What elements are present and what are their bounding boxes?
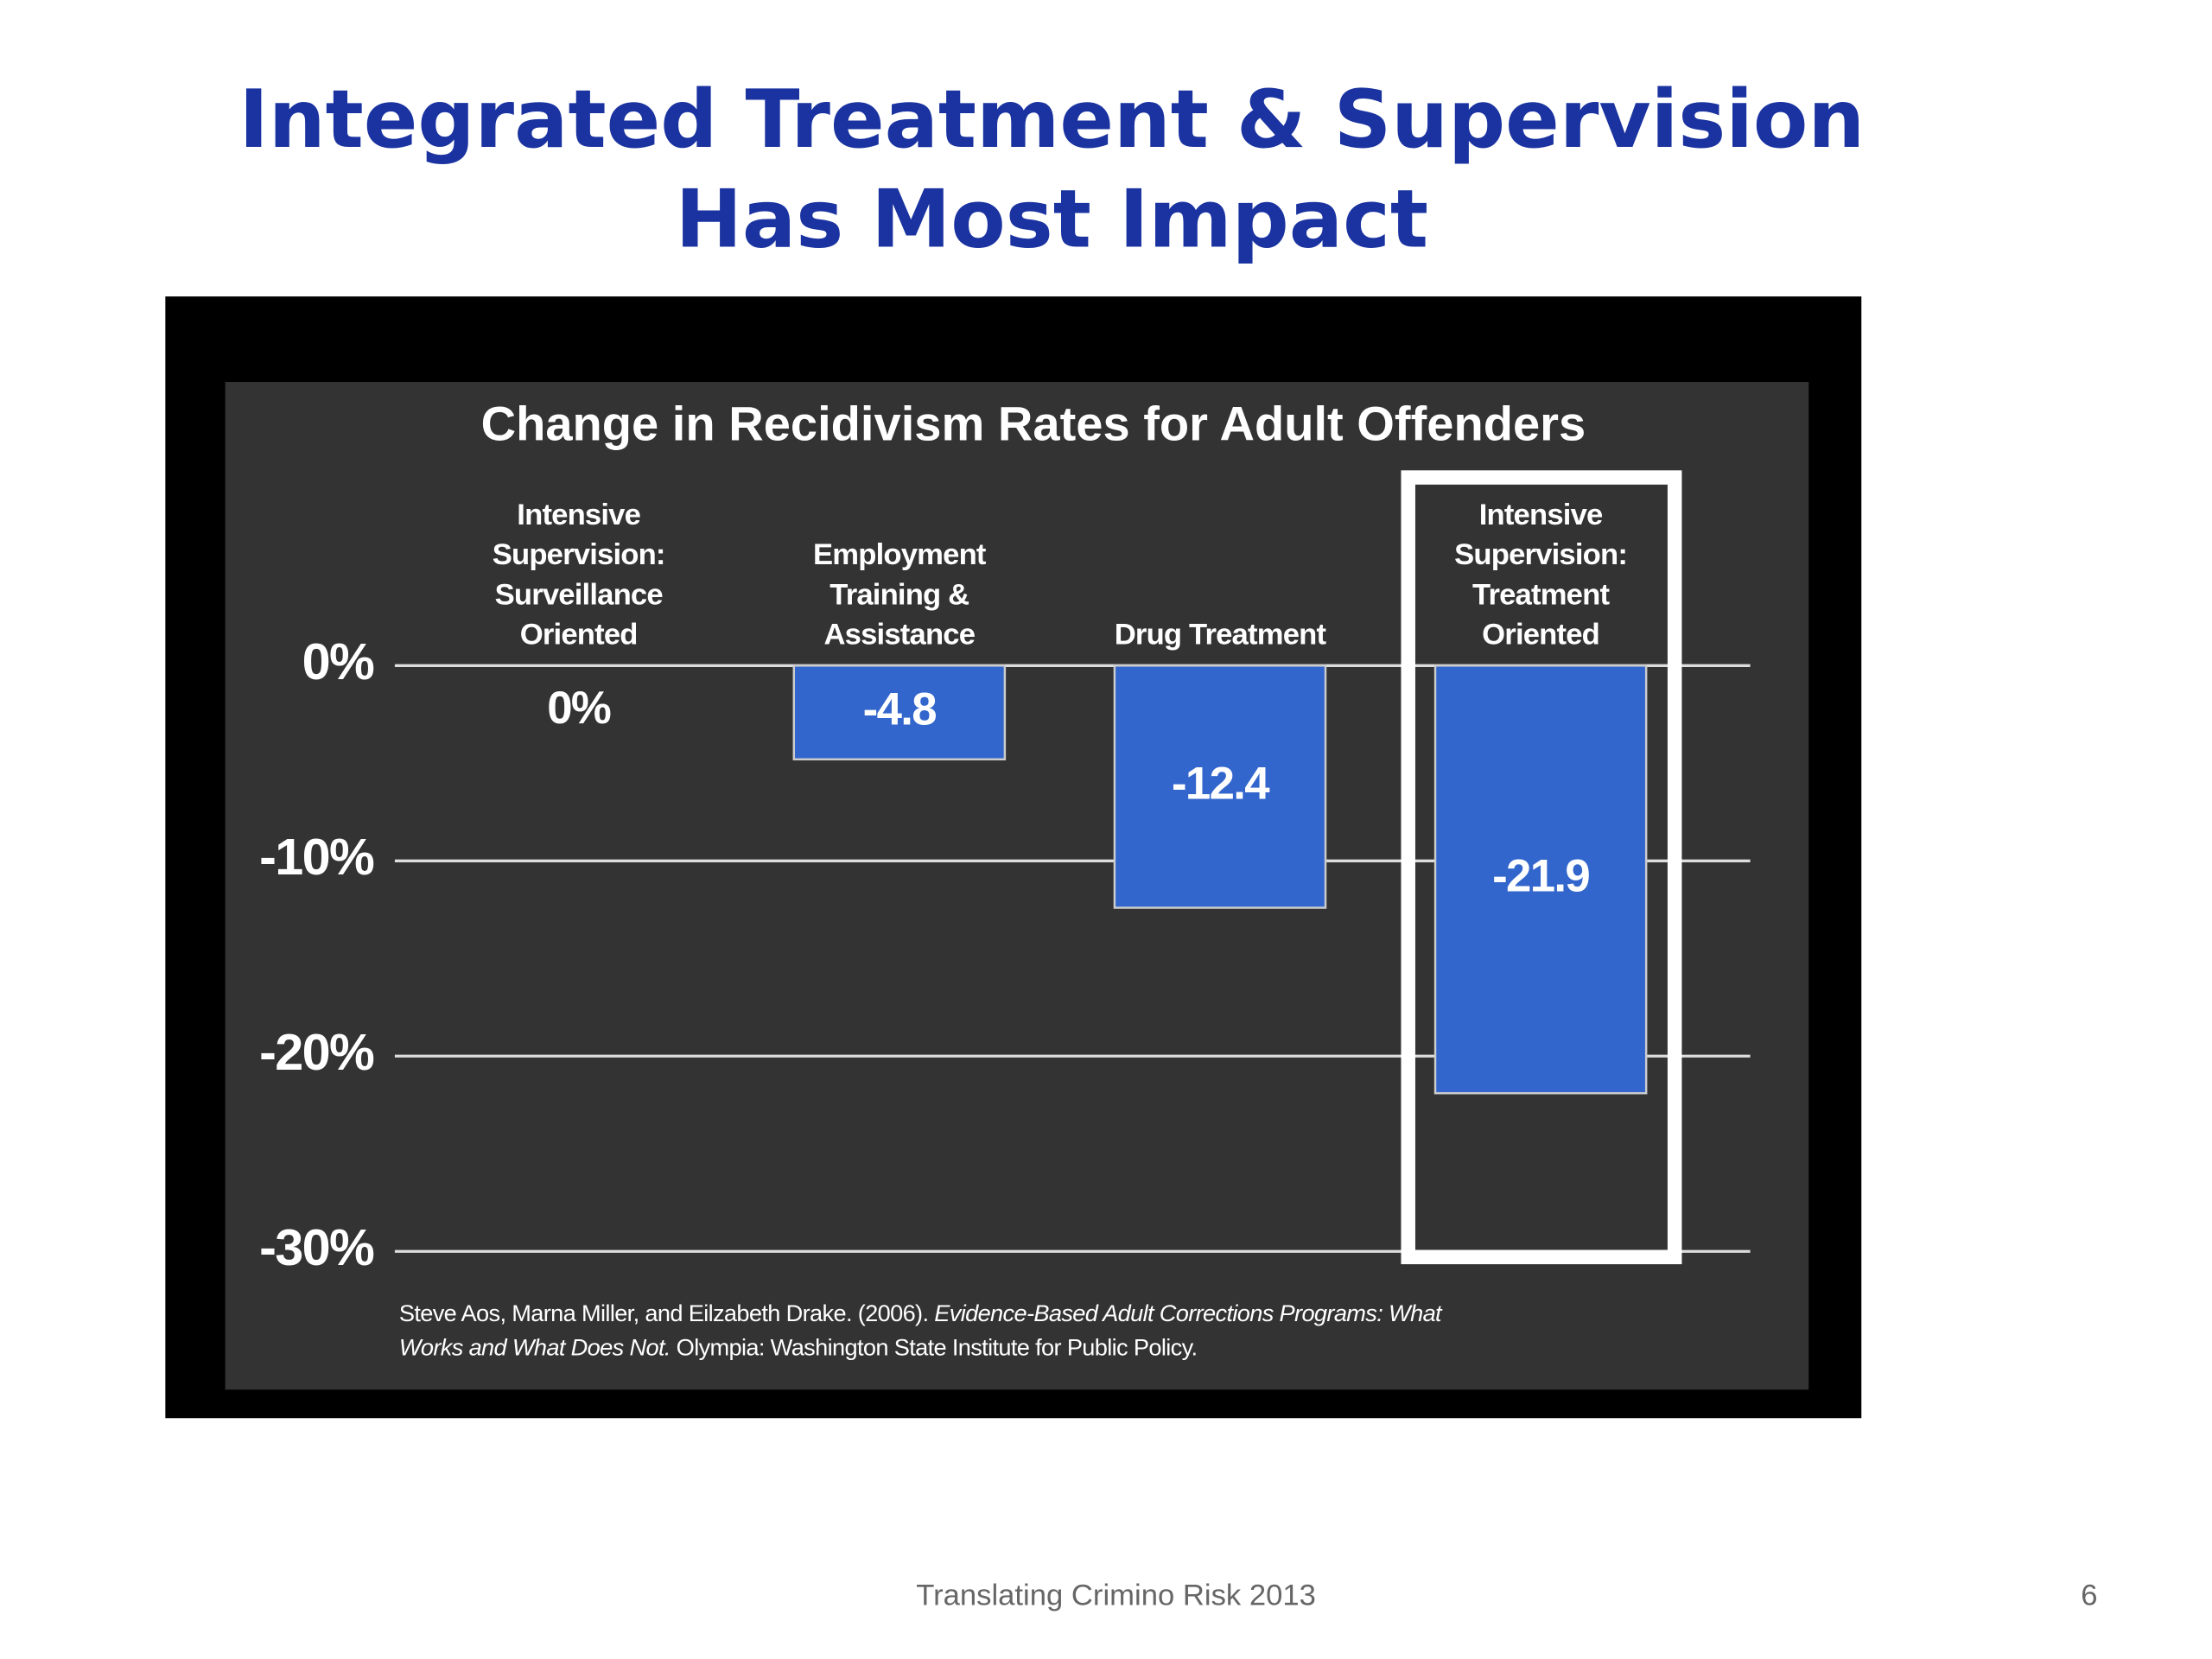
footer-text: Translating Crimino Risk 2013 bbox=[916, 1579, 1316, 1612]
slide-title: Has Most Impact bbox=[675, 174, 1429, 267]
source-text: Evidence-Based Adult Corrections Program… bbox=[398, 1300, 1442, 1362]
marks: 0% -10% -20% -30% 0% -4.8 -12.4 -21.9 bbox=[259, 632, 1751, 1276]
value-label: -21.9 bbox=[1492, 851, 1589, 902]
value-label: -4.8 bbox=[863, 683, 937, 734]
x-tick-label: Employment Training & Assistance bbox=[813, 538, 986, 652]
y-tick-label: -10% bbox=[259, 828, 374, 886]
x-tick-label: Drug Treatment bbox=[1114, 618, 1326, 652]
y-tick-label: -20% bbox=[259, 1023, 374, 1081]
bar bbox=[1433, 664, 1648, 1095]
bar bbox=[792, 664, 1007, 761]
source-text: Steve Aos, Marna Miller, and Eilzabeth D… bbox=[398, 1300, 935, 1327]
y-tick-label: 0% bbox=[302, 632, 374, 690]
value-label: 0% bbox=[547, 683, 611, 734]
x-tick-label: Intensive Supervision: Surveillance Orie… bbox=[492, 499, 666, 652]
x-tick-label: Intensive Supervision: Treatment Oriente… bbox=[1454, 499, 1628, 652]
y-tick-label: -30% bbox=[259, 1218, 374, 1276]
slide-title: Integrated Treatment & Supervision bbox=[238, 73, 1866, 167]
bar bbox=[1113, 664, 1327, 909]
value-label: -12.4 bbox=[1172, 758, 1270, 809]
chart-title: Change in Recidivism Rates for Adult Off… bbox=[481, 397, 1586, 451]
source-note: Steve Aos, Marna Miller, and Eilzabeth D… bbox=[399, 1297, 1454, 1365]
highlight-box bbox=[1401, 470, 1682, 1265]
page-number: 6 bbox=[2081, 1579, 2098, 1612]
source-text: Olympia: Washington State Institute for … bbox=[670, 1335, 1198, 1362]
